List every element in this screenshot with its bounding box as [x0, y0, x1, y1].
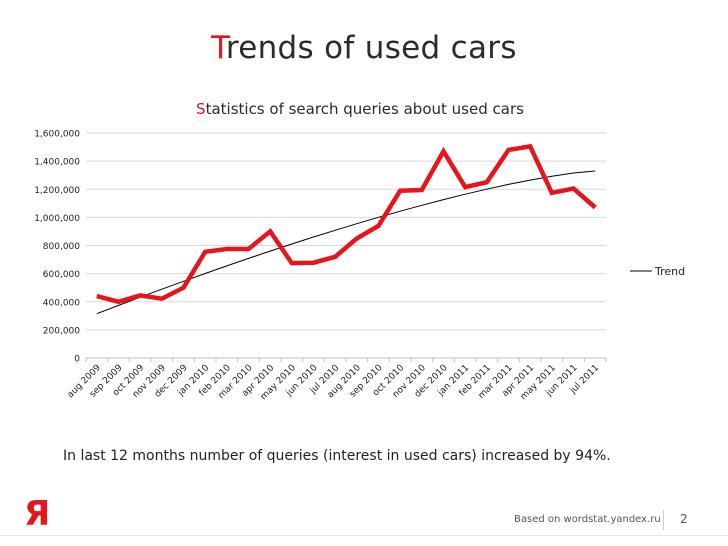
- slide-title-initial: T: [211, 30, 226, 66]
- caption: In last 12 months number of queries (int…: [63, 448, 611, 464]
- y-tick-label: 800,000: [43, 242, 80, 252]
- footer-divider: [0, 535, 728, 536]
- chart-title-rest: tatistics of search queries about used c…: [206, 100, 525, 118]
- chart-title-initial: S: [196, 100, 206, 118]
- chart-title: Statistics of search queries about used …: [196, 100, 524, 118]
- slide-title-rest: rends of used cars: [225, 30, 517, 66]
- source-note: Based on wordstat.yandex.ru: [514, 514, 661, 525]
- y-tick-label: 0: [74, 355, 80, 365]
- y-tick-label: 1,200,000: [34, 186, 80, 196]
- y-tick-label: 600,000: [43, 270, 80, 280]
- page-number: 2: [680, 512, 688, 526]
- y-tick-label: 400,000: [43, 298, 80, 308]
- y-tick-label: 1,600,000: [34, 130, 80, 140]
- legend-trend-label: Trend: [654, 265, 685, 278]
- queries-series-line: [96, 143, 597, 305]
- trend-line: [96, 170, 596, 315]
- y-tick-label: 1,000,000: [34, 214, 80, 224]
- yandex-logo: Я: [24, 494, 51, 534]
- slide-title: Trends of used cars: [0, 30, 728, 66]
- footer-separator: [663, 510, 664, 530]
- y-tick-label: 1,400,000: [34, 158, 80, 168]
- y-tick-label: 200,000: [43, 326, 80, 336]
